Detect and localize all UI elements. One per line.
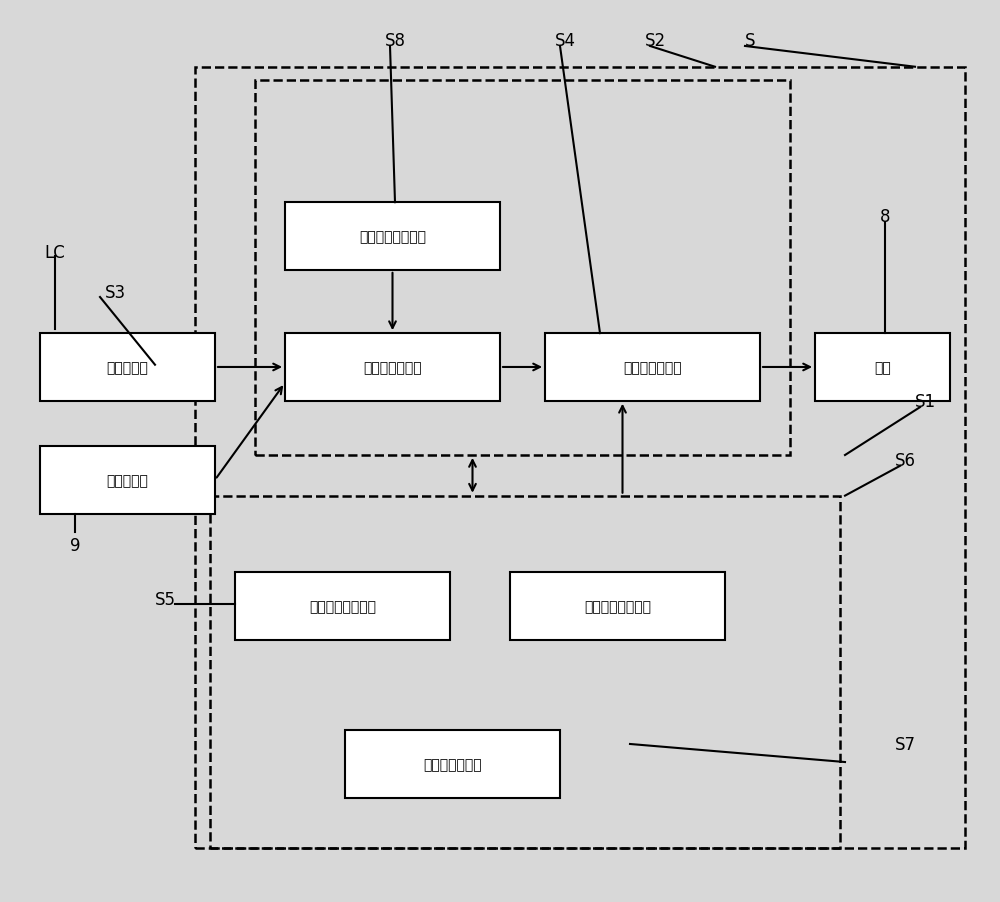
Bar bbox=[510, 573, 725, 640]
Bar bbox=[285, 334, 500, 401]
Text: S3: S3 bbox=[104, 284, 126, 302]
Bar bbox=[285, 203, 500, 271]
Bar bbox=[40, 446, 215, 514]
Text: 浇注量测量控制部: 浇注量测量控制部 bbox=[584, 600, 651, 613]
Text: S5: S5 bbox=[154, 591, 176, 609]
Text: 马达驱动指示部: 马达驱动指示部 bbox=[623, 361, 682, 374]
Bar bbox=[235, 573, 450, 640]
Text: S4: S4 bbox=[554, 32, 576, 50]
Bar bbox=[815, 334, 950, 401]
Text: 取样信息存储部: 取样信息存储部 bbox=[423, 758, 482, 771]
Text: S2: S2 bbox=[644, 32, 666, 50]
Text: S8: S8 bbox=[384, 32, 406, 50]
Text: LC: LC bbox=[45, 244, 65, 262]
Text: 取样开始指示部: 取样开始指示部 bbox=[363, 361, 422, 374]
Bar bbox=[345, 731, 560, 798]
Text: 9: 9 bbox=[70, 537, 80, 555]
Text: 浇注机姿态控制部: 浇注机姿态控制部 bbox=[309, 600, 376, 613]
Text: S6: S6 bbox=[895, 451, 916, 469]
Bar bbox=[255, 81, 790, 456]
Text: 设定重量値存储部: 设定重量値存储部 bbox=[359, 230, 426, 244]
Bar bbox=[210, 496, 840, 848]
Text: S: S bbox=[745, 32, 755, 50]
Bar bbox=[545, 334, 760, 401]
Text: 8: 8 bbox=[880, 207, 890, 226]
Bar bbox=[40, 334, 215, 401]
Bar bbox=[195, 68, 965, 848]
Text: S1: S1 bbox=[914, 392, 936, 410]
Text: S7: S7 bbox=[895, 735, 916, 753]
Text: 负载传感器: 负载传感器 bbox=[107, 361, 148, 374]
Text: 马达: 马达 bbox=[874, 361, 891, 374]
Text: 位置检测器: 位置检测器 bbox=[107, 474, 148, 487]
